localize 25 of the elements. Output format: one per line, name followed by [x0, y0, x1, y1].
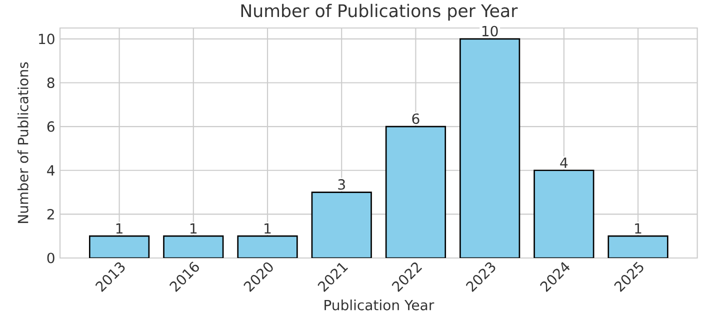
- y-tick-label: 10: [39, 34, 54, 44]
- y-tick-label: 8: [47, 77, 54, 88]
- data-label: 6: [412, 113, 420, 124]
- y-axis-title: Number of Publications: [18, 62, 28, 223]
- bar: [238, 236, 298, 258]
- data-label: 1: [190, 223, 197, 234]
- data-label: 1: [635, 223, 642, 234]
- bar: [608, 235, 668, 258]
- y-tick-label: 6: [47, 121, 54, 132]
- bar: [386, 126, 446, 258]
- data-label: 1: [116, 223, 122, 234]
- data-label: 4: [560, 158, 568, 168]
- x-axis-title: Publication Year: [324, 300, 434, 310]
- bar: [164, 236, 224, 258]
- bar: [534, 170, 594, 258]
- y-tick-label: 4: [47, 165, 55, 176]
- bar: [460, 38, 520, 258]
- bar: [90, 236, 149, 258]
- data-label: 10: [482, 26, 498, 36]
- data-label: 3: [338, 179, 345, 190]
- bar: [312, 192, 372, 258]
- chart-title: Number of Publications per Year: [241, 4, 518, 21]
- data-label: 1: [264, 223, 271, 234]
- y-tick-label: 2: [47, 208, 54, 220]
- y-tick-label: 0: [47, 252, 54, 264]
